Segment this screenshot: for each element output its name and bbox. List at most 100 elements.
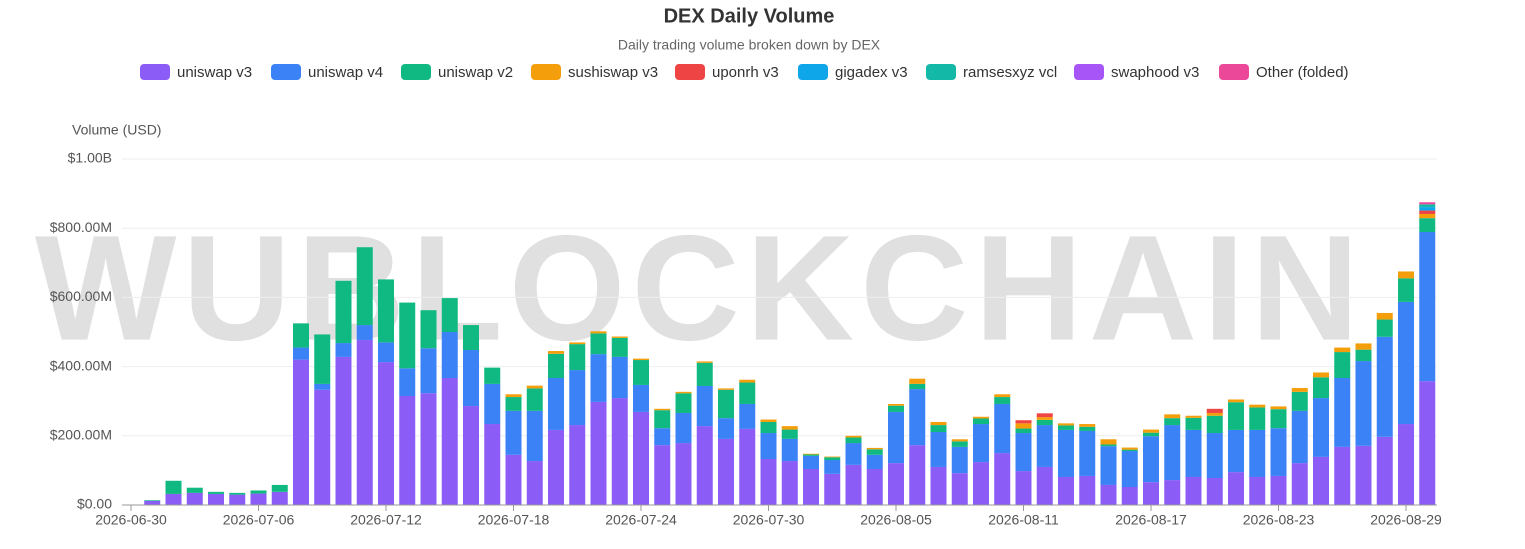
- legend-label[interactable]: ramsesxyz vcl: [963, 64, 1057, 81]
- bar-segment: [1164, 480, 1181, 505]
- bar-segment: [335, 356, 352, 505]
- legend-swatch[interactable]: [926, 64, 956, 80]
- bar-segment: [845, 437, 862, 444]
- bar-segment: [569, 344, 586, 371]
- bar-segment: [1036, 425, 1053, 467]
- bar-segment: [1249, 429, 1266, 477]
- bar-segment: [1249, 476, 1266, 505]
- bar-segment: [951, 446, 968, 474]
- bar-segment: [1206, 408, 1223, 413]
- bar-segment: [1313, 456, 1329, 505]
- bar-segment: [1376, 436, 1393, 505]
- bar-segment: [1036, 419, 1053, 426]
- bar-segment: [1058, 429, 1074, 477]
- bar-segment: [378, 342, 394, 363]
- bar-segment: [654, 445, 671, 505]
- bar-segment: [1419, 204, 1436, 208]
- bar-segment: [441, 332, 458, 379]
- bar-segment: [1206, 415, 1223, 434]
- legend-label[interactable]: Other (folded): [1256, 64, 1349, 81]
- bar-segment: [930, 431, 947, 467]
- bar-segment: [824, 460, 841, 474]
- bar-segment: [1419, 202, 1436, 205]
- bar-segment: [696, 362, 713, 386]
- bar-segment: [1206, 478, 1223, 505]
- legend-label[interactable]: uniswap v3: [177, 64, 252, 81]
- legend-label[interactable]: uponrh v3: [712, 64, 779, 81]
- x-tick-label: 2026-08-23: [1243, 512, 1315, 528]
- legend-swatch[interactable]: [1074, 64, 1104, 80]
- bar-segment: [739, 403, 756, 429]
- bar-segment: [675, 443, 692, 505]
- bar-segment: [1355, 343, 1372, 350]
- bar-segment: [1228, 472, 1244, 505]
- bar-segment: [1419, 218, 1436, 233]
- x-tick-label: 2026-06-30: [95, 512, 167, 528]
- bar-segment: [824, 456, 841, 458]
- bar-segment: [526, 461, 543, 505]
- legend-label[interactable]: uniswap v2: [438, 64, 513, 81]
- bar-segment: [208, 493, 224, 505]
- legend-swatch[interactable]: [140, 64, 170, 80]
- bar-segment: [994, 453, 1011, 505]
- bar-segment: [1079, 475, 1096, 505]
- bar-segment: [760, 419, 777, 422]
- bar-segment: [1334, 352, 1351, 379]
- bar-segment: [293, 323, 309, 348]
- bar-segment: [1036, 417, 1053, 420]
- legend-label[interactable]: sushiswap v3: [568, 64, 658, 81]
- bar-segment: [888, 403, 904, 406]
- bar-segment: [866, 469, 883, 505]
- bar-segment: [930, 421, 947, 426]
- legend-swatch[interactable]: [1219, 64, 1249, 80]
- legend-swatch[interactable]: [675, 64, 705, 80]
- bar-segment: [1058, 476, 1074, 505]
- bar-segment: [463, 406, 479, 505]
- bar-segment: [505, 454, 522, 505]
- bar-segment: [973, 424, 989, 463]
- bar-segment: [1291, 391, 1308, 411]
- bar-segment: [420, 310, 437, 349]
- bar-segment: [1419, 210, 1436, 215]
- legend-label[interactable]: gigadex v3: [835, 64, 908, 81]
- bar-segment: [548, 378, 564, 430]
- bar-segment: [1185, 415, 1202, 418]
- bar-segment: [165, 493, 182, 505]
- legend-swatch[interactable]: [531, 64, 561, 80]
- bar-segment: [1270, 428, 1287, 476]
- legend-swatch[interactable]: [798, 64, 828, 80]
- bar-segment: [569, 425, 586, 505]
- bar-segment: [633, 411, 649, 505]
- bar-segment: [1100, 444, 1117, 447]
- x-tick-label: 2026-08-17: [1115, 512, 1187, 528]
- x-tick-label: 2026-07-06: [223, 512, 295, 528]
- bar-segment: [845, 443, 862, 465]
- bar-segment: [441, 298, 458, 332]
- bar-segment: [973, 462, 989, 505]
- bar-segment: [633, 358, 649, 361]
- bar-segment: [1270, 409, 1287, 429]
- bar-segment: [186, 492, 203, 505]
- bar-segment: [1100, 439, 1117, 445]
- bar-segment: [1185, 417, 1202, 430]
- legend-label[interactable]: uniswap v4: [308, 64, 383, 81]
- bar-segment: [1143, 482, 1159, 505]
- bar-segment: [888, 411, 904, 464]
- bar-segment: [548, 351, 564, 354]
- bar-segment: [654, 410, 671, 429]
- bar-segment: [930, 466, 947, 505]
- legend-label[interactable]: swaphood v3: [1111, 64, 1199, 81]
- bar-segment: [675, 412, 692, 444]
- chart-subtitle: Daily trading volume broken down by DEX: [618, 37, 881, 53]
- bar-segment: [229, 492, 246, 495]
- bar-segment: [229, 494, 246, 505]
- bar-segment: [1206, 412, 1223, 416]
- bar-segment: [951, 441, 968, 447]
- bar-segment: [1291, 463, 1308, 505]
- bar-segment: [760, 458, 777, 505]
- bar-segment: [1121, 449, 1138, 452]
- legend-swatch[interactable]: [271, 64, 301, 80]
- bar-segment: [314, 334, 331, 384]
- legend-swatch[interactable]: [401, 64, 431, 80]
